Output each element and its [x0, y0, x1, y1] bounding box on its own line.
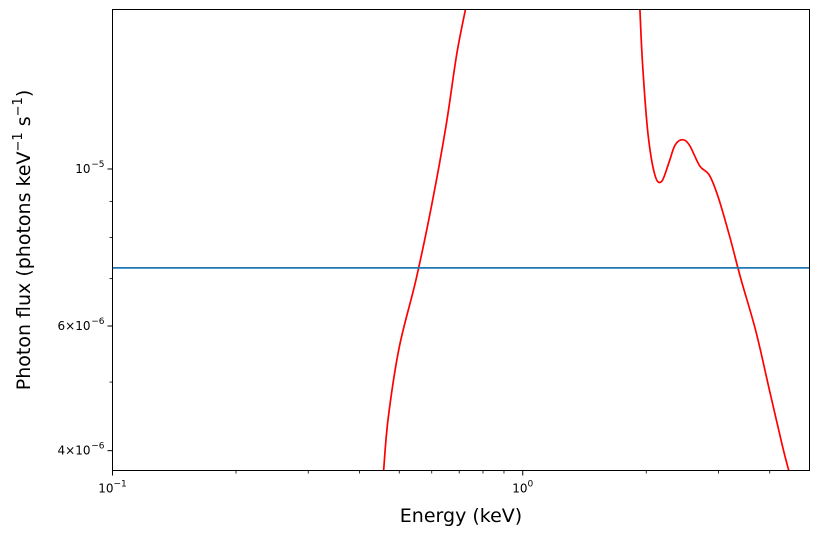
x-tick-label: 100: [512, 480, 533, 496]
x-tick-label: 10−1: [98, 480, 127, 496]
y-axis-label: Photon flux (photons keV−1 s−1): [11, 90, 35, 391]
series-0-segment-1: [639, 9, 790, 471]
axes-frame: [112, 9, 810, 471]
y-axis-ticks: 4×10−6 6×10−6 10−5: [58, 160, 113, 458]
y-tick-label: 4×10−6: [58, 442, 105, 458]
series-0-segment-0: [382, 9, 467, 471]
y-tick-label: 6×10−6: [58, 317, 105, 333]
x-axis-label: Energy (keV): [400, 505, 522, 527]
y-tick-exponent: −5: [91, 160, 104, 170]
y-tick-exponent: −6: [91, 317, 105, 327]
y-tick-exponent: −6: [91, 442, 105, 452]
y-tick-label: 10−5: [75, 160, 104, 176]
x-axis-ticks: 10−1 100: [98, 470, 771, 496]
series-layer: [112, 9, 810, 471]
